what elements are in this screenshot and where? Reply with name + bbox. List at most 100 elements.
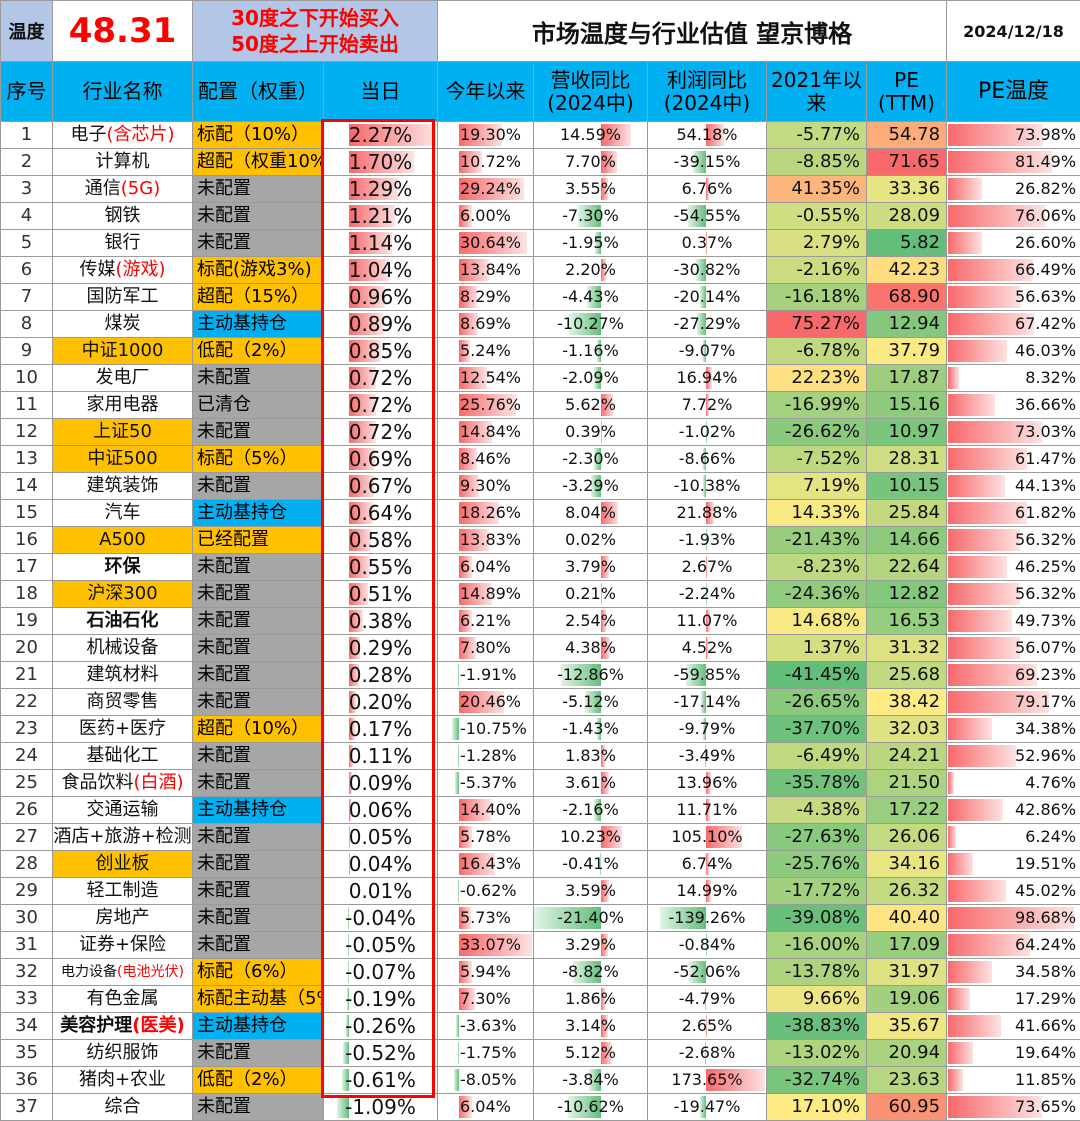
- cell-pe: 60.95: [867, 1094, 947, 1121]
- cell-allocation: 未配置: [193, 743, 324, 770]
- cell-industry-name: 煤炭: [53, 311, 193, 338]
- industry-name: 环保: [105, 556, 141, 577]
- cell-today: 0.55%: [324, 554, 438, 581]
- rev-value: 0.21%: [534, 581, 647, 607]
- cell-pe: 54.78: [867, 122, 947, 149]
- cell-rev: 0.02%: [534, 527, 648, 554]
- cell-industry-name: 猪肉+农业: [53, 1067, 193, 1094]
- table-row: 33有色金属标配主动基（5%）-0.19%7.30%1.86%-4.79%9.6…: [1, 986, 1080, 1013]
- today-value: -1.09%: [324, 1094, 437, 1120]
- pe-temp-value: 56.63%: [947, 284, 1080, 310]
- cell-industry-name: 电子(含芯片): [53, 122, 193, 149]
- table-row: 2计算机超配（权重10%）1.70%10.72%7.70%-39.15%-8.8…: [1, 149, 1080, 176]
- cell-since-2021: -2.16%: [767, 257, 867, 284]
- cell-allocation: 未配置: [193, 554, 324, 581]
- cell-industry-name: 石油石化: [53, 608, 193, 635]
- prof-value: 21.88%: [648, 500, 766, 526]
- cell-industry-name: A500: [53, 527, 193, 554]
- cell-pe-temp: 46.25%: [947, 554, 1080, 581]
- cell-allocation: 标配（6%）: [193, 959, 324, 986]
- cell-idx: 14: [1, 473, 53, 500]
- cell-since-2021: 14.68%: [767, 608, 867, 635]
- ytd-value: 13.84%: [438, 257, 533, 283]
- today-value: 1.21%: [324, 203, 437, 229]
- cell-pe: 12.82: [867, 581, 947, 608]
- cell-ytd: 10.72%: [438, 149, 534, 176]
- cell-prof: 13.96%: [648, 770, 767, 797]
- pe-temp-value: 66.49%: [947, 257, 1080, 283]
- pe-temp-value: 34.38%: [947, 716, 1080, 742]
- cell-ytd: -10.75%: [438, 716, 534, 743]
- cell-idx: 20: [1, 635, 53, 662]
- cell-today: -0.52%: [324, 1040, 438, 1067]
- cell-prof: -4.79%: [648, 986, 767, 1013]
- cell-pe-temp: 45.02%: [947, 878, 1080, 905]
- cell-today: -0.19%: [324, 986, 438, 1013]
- cell-allocation: 低配（2%）: [193, 1067, 324, 1094]
- cell-prof: -20.14%: [648, 284, 767, 311]
- cell-idx: 36: [1, 1067, 53, 1094]
- today-value: 0.72%: [324, 419, 437, 445]
- cell-allocation: 未配置: [193, 176, 324, 203]
- cell-prof: 4.52%: [648, 635, 767, 662]
- cell-ytd: 14.89%: [438, 581, 534, 608]
- cell-pe-temp: 61.47%: [947, 446, 1080, 473]
- col-alloc: 配置（权重）: [193, 62, 324, 122]
- cell-idx: 31: [1, 932, 53, 959]
- pe-temp-value: 41.66%: [947, 1013, 1080, 1039]
- cell-prof: -39.15%: [648, 149, 767, 176]
- cell-rev: -3.84%: [534, 1067, 648, 1094]
- ytd-value: -1.91%: [438, 662, 533, 688]
- cell-industry-name: 商贸零售: [53, 689, 193, 716]
- cell-prof: -52.06%: [648, 959, 767, 986]
- cell-industry-name: 创业板: [53, 851, 193, 878]
- cell-industry-name: 汽车: [53, 500, 193, 527]
- pe-temp-value: 45.02%: [947, 878, 1080, 904]
- today-value: 0.51%: [324, 581, 437, 607]
- cell-pe-temp: 17.29%: [947, 986, 1080, 1013]
- ytd-value: 33.07%: [438, 932, 533, 958]
- industry-subtag: (游戏): [115, 259, 165, 280]
- cell-since-2021: -16.99%: [767, 392, 867, 419]
- cell-pe: 20.94: [867, 1040, 947, 1067]
- cell-allocation: 未配置: [193, 203, 324, 230]
- cell-pe-temp: 69.23%: [947, 662, 1080, 689]
- rev-value: 3.29%: [534, 932, 647, 958]
- today-value: 0.69%: [324, 446, 437, 472]
- cell-pe: 22.64: [867, 554, 947, 581]
- rev-value: -2.09%: [534, 365, 647, 391]
- industry-name: 轻工制造: [87, 880, 159, 901]
- cell-pe: 68.90: [867, 284, 947, 311]
- cell-ytd: 12.54%: [438, 365, 534, 392]
- cell-prof: -2.24%: [648, 581, 767, 608]
- industry-name: 酒店+旅游+检测: [53, 826, 191, 847]
- industry-name: 建筑装饰: [87, 475, 159, 496]
- cell-rev: 10.23%: [534, 824, 648, 851]
- rev-value: 1.83%: [534, 743, 647, 769]
- cell-today: 0.28%: [324, 662, 438, 689]
- cell-ytd: -1.28%: [438, 743, 534, 770]
- rev-value: -1.16%: [534, 338, 647, 364]
- cell-industry-name: 传媒(游戏): [53, 257, 193, 284]
- ytd-value: -10.75%: [438, 716, 533, 742]
- cell-since-2021: -39.08%: [767, 905, 867, 932]
- cell-pe-temp: 34.38%: [947, 716, 1080, 743]
- cell-idx: 3: [1, 176, 53, 203]
- rev-value: 8.04%: [534, 500, 647, 526]
- cell-today: 0.89%: [324, 311, 438, 338]
- cell-rev: -12.86%: [534, 662, 648, 689]
- rev-value: 5.12%: [534, 1040, 647, 1066]
- cell-today: 0.04%: [324, 851, 438, 878]
- cell-pe: 15.16: [867, 392, 947, 419]
